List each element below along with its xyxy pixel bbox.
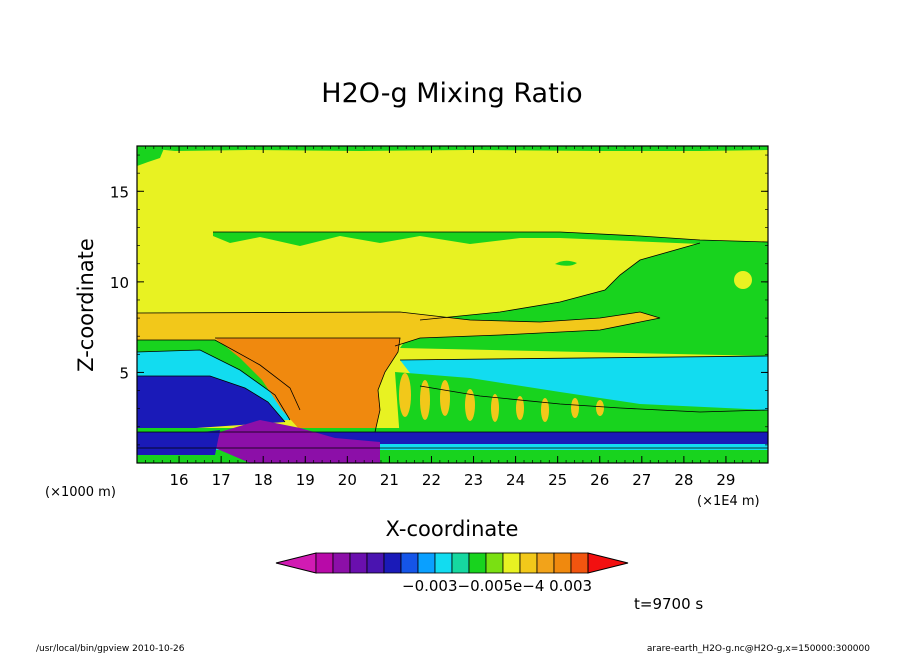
colorbar-swatch [468, 552, 487, 574]
x-tick-label: 17 [212, 471, 231, 489]
y-axis-ticks: 5 10 15 [110, 154, 768, 446]
right-cyan-region [400, 356, 768, 412]
bottom-blue-region [137, 430, 220, 455]
top-green-band [137, 146, 768, 151]
colorbar-swatch [366, 552, 385, 574]
colorbar-max-arrow [587, 552, 629, 574]
x-tick-label: 27 [632, 471, 651, 489]
x-axis-ticks: 16 17 18 19 20 21 22 23 24 25 26 27 28 29 [145, 146, 769, 489]
light-orange-band [137, 312, 660, 346]
bottom-cyan-band [137, 444, 768, 451]
x-tick-label: 22 [422, 471, 441, 489]
footer-right: arare-earth_H2O-g.nc@H2O-g,x=150000:3000… [647, 644, 870, 654]
x-axis-label: X-coordinate [386, 517, 519, 541]
x-tick-label: 26 [590, 471, 609, 489]
x-tick-label: 28 [674, 471, 693, 489]
colorbar-swatch [400, 552, 419, 574]
small-green-blob [555, 260, 577, 266]
x-tick-label: 20 [338, 471, 357, 489]
colorbar-swatch [485, 552, 504, 574]
y-tick-label: 15 [110, 183, 129, 201]
plot-frame [136, 145, 769, 464]
colorbar-swatch [349, 552, 368, 574]
colorbar-swatch [383, 552, 402, 574]
x-tick-label: 23 [464, 471, 483, 489]
right-green-lower [395, 372, 768, 440]
x-tick-label: 29 [716, 471, 735, 489]
colorbar-swatch [417, 552, 436, 574]
y-tick-label: 10 [110, 274, 129, 292]
x-tick-label: 21 [380, 471, 399, 489]
wave-striations [399, 373, 604, 422]
colorbar-swatch [570, 552, 589, 574]
x-tick-label: 25 [548, 471, 567, 489]
x-tick-label: 16 [170, 471, 189, 489]
x-scale-left-label: (×1000 m) [45, 485, 116, 500]
colorbar-swatch [451, 552, 470, 574]
x-tick-label: 19 [296, 471, 315, 489]
footer-left: /usr/local/bin/gpview 2010-10-26 [36, 644, 185, 654]
colorbar-swatch [536, 552, 555, 574]
orange-plume [215, 338, 400, 440]
y-axis-label: Z-coordinate [74, 238, 98, 372]
colorbar-swatch [502, 552, 521, 574]
x-scale-right-label: (×1E4 m) [697, 494, 760, 509]
colorbar-swatch [434, 552, 453, 574]
colorbar-swatch [332, 552, 351, 574]
x-tick-label: 18 [254, 471, 273, 489]
y-tick-label: 5 [119, 364, 129, 382]
colorbar-min-arrow [275, 552, 317, 574]
contour-field [137, 146, 768, 463]
colorbar [275, 552, 629, 574]
colorbar-swatch [519, 552, 538, 574]
colorbar-swatch [315, 552, 334, 574]
bottom-purple [215, 420, 380, 463]
chart-title: H2O-g Mixing Ratio [321, 78, 582, 109]
top-green-patch [137, 146, 165, 166]
time-label: t=9700 s [634, 595, 703, 613]
colorbar-swatch [553, 552, 572, 574]
green-island [734, 271, 752, 289]
contour-lines [137, 231, 768, 449]
colorbar-labels: −0.003−0.005e−4 0.003 [402, 577, 592, 595]
x-tick-label: 24 [506, 471, 525, 489]
